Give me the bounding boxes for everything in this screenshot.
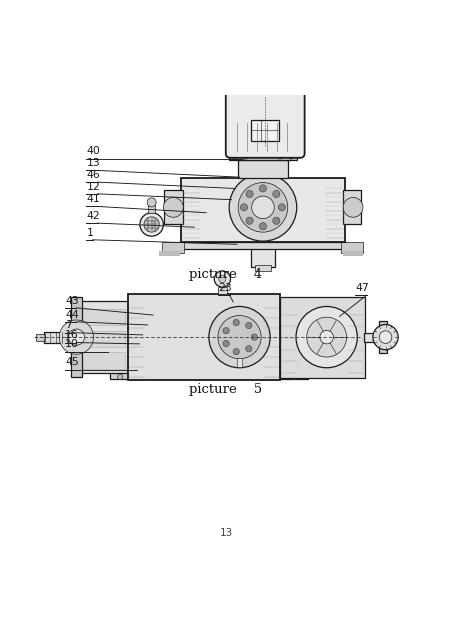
Text: 41: 41 <box>86 194 100 204</box>
Circle shape <box>243 154 248 159</box>
Bar <box>80 353 124 369</box>
Bar <box>80 331 124 347</box>
Bar <box>238 159 287 178</box>
Text: 16: 16 <box>65 330 79 340</box>
Circle shape <box>214 271 230 287</box>
Bar <box>254 265 271 271</box>
Circle shape <box>306 317 346 357</box>
Circle shape <box>163 197 183 217</box>
Bar <box>148 205 155 212</box>
Circle shape <box>245 374 251 380</box>
Bar <box>110 369 307 372</box>
Circle shape <box>232 154 237 159</box>
Bar <box>76 301 128 373</box>
Circle shape <box>240 204 247 211</box>
Bar <box>261 80 268 84</box>
Circle shape <box>295 307 357 368</box>
Circle shape <box>272 190 279 198</box>
Circle shape <box>144 217 159 232</box>
Circle shape <box>140 212 163 236</box>
Circle shape <box>59 320 93 355</box>
Circle shape <box>288 154 293 159</box>
Circle shape <box>259 185 266 192</box>
Bar <box>342 190 360 223</box>
Bar <box>251 120 279 141</box>
Circle shape <box>277 154 282 159</box>
Bar <box>217 287 226 294</box>
Text: picture    5: picture 5 <box>189 383 262 396</box>
Circle shape <box>245 346 251 352</box>
Bar <box>80 309 124 325</box>
Circle shape <box>222 328 229 334</box>
Circle shape <box>319 330 333 344</box>
Bar <box>251 246 274 267</box>
Text: 43: 43 <box>65 296 79 305</box>
Bar <box>180 178 344 241</box>
FancyBboxPatch shape <box>226 86 304 158</box>
Circle shape <box>208 307 270 368</box>
Circle shape <box>233 348 239 355</box>
Circle shape <box>259 223 266 230</box>
Text: 45: 45 <box>65 357 79 367</box>
Circle shape <box>245 217 253 225</box>
Circle shape <box>372 324 397 349</box>
Circle shape <box>68 329 84 345</box>
Bar <box>44 332 78 342</box>
Text: picture    4: picture 4 <box>189 268 262 280</box>
Text: 46: 46 <box>86 170 100 180</box>
Circle shape <box>218 275 226 283</box>
Bar <box>236 358 242 367</box>
Text: 47: 47 <box>354 283 368 293</box>
Bar <box>378 321 387 353</box>
Bar <box>110 372 307 380</box>
Text: 42: 42 <box>86 211 100 221</box>
Circle shape <box>217 316 261 359</box>
Circle shape <box>233 319 239 326</box>
Text: 13: 13 <box>219 528 232 538</box>
Bar <box>36 333 45 340</box>
Circle shape <box>147 198 156 207</box>
Circle shape <box>245 323 251 329</box>
Text: 1: 1 <box>86 228 93 237</box>
Circle shape <box>229 173 296 241</box>
Circle shape <box>290 374 296 380</box>
Bar <box>128 294 280 380</box>
Bar <box>71 298 82 377</box>
Circle shape <box>142 374 147 380</box>
Bar <box>341 241 362 253</box>
Bar <box>163 190 182 223</box>
Text: 40: 40 <box>86 147 100 156</box>
Text: 44: 44 <box>65 310 79 319</box>
Bar <box>363 333 380 342</box>
Circle shape <box>278 204 285 211</box>
Circle shape <box>117 374 123 380</box>
Text: 10: 10 <box>65 339 79 349</box>
Circle shape <box>238 182 287 232</box>
Circle shape <box>272 217 279 225</box>
Circle shape <box>222 340 229 347</box>
Bar <box>161 241 183 253</box>
Text: 13: 13 <box>86 158 100 168</box>
Circle shape <box>251 196 274 219</box>
Bar <box>229 153 296 159</box>
Text: 7: 7 <box>65 321 72 330</box>
Bar <box>342 251 362 255</box>
Circle shape <box>342 197 362 217</box>
Text: 23: 23 <box>218 283 231 293</box>
Bar <box>177 241 345 249</box>
Circle shape <box>245 190 253 198</box>
Text: 12: 12 <box>86 182 100 191</box>
Circle shape <box>251 334 257 340</box>
Bar <box>280 296 364 378</box>
Circle shape <box>378 331 391 344</box>
Bar <box>159 251 179 255</box>
